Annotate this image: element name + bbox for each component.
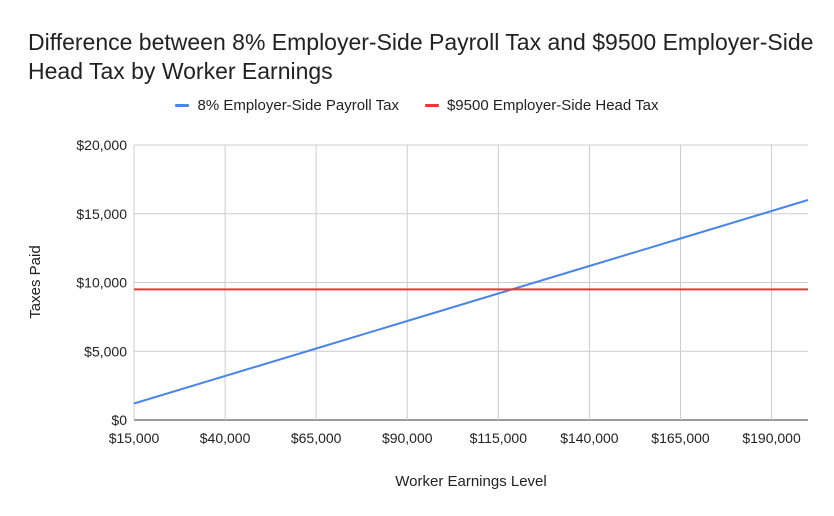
y-tick-label: $5,000	[84, 343, 127, 359]
legend: 8% Employer-Side Payroll Tax $9500 Emplo…	[0, 97, 834, 114]
legend-swatch-payroll-tax	[175, 104, 190, 107]
legend-item-head-tax: $9500 Employer-Side Head Tax	[424, 97, 659, 114]
legend-item-payroll-tax: 8% Employer-Side Payroll Tax	[175, 97, 399, 114]
x-tick-label: $15,000	[109, 430, 160, 446]
gridlines	[133, 144, 808, 421]
y-tick-label: $0	[111, 412, 127, 428]
chart-title: Difference between 8% Employer-Side Payr…	[28, 29, 814, 84]
x-tick-label: $90,000	[382, 430, 433, 446]
y-axis-label: Taxes Paid	[27, 245, 44, 318]
series-lines	[133, 199, 809, 405]
y-tick-label: $15,000	[76, 206, 127, 222]
x-tick-label: $165,000	[651, 430, 710, 446]
x-axis-label: Worker Earnings Level	[395, 473, 546, 490]
y-tick-label: $20,000	[76, 137, 127, 153]
x-tick-label: $115,000	[470, 430, 528, 446]
legend-label-payroll-tax: 8% Employer-Side Payroll Tax	[197, 97, 399, 114]
series-line-payroll-tax	[133, 199, 809, 405]
x-tick-label: $140,000	[560, 430, 619, 446]
axes: $0 $5,000 $10,000 $15,000 $20,000 $15,000 $40,…	[76, 137, 801, 446]
y-tick-label: $10,000	[76, 275, 127, 291]
x-tick-label: $190,000	[742, 430, 801, 446]
x-tick-label: $40,000	[200, 430, 251, 446]
legend-label-head-tax: $9500 Employer-Side Head Tax	[446, 97, 659, 114]
x-tick-label: $65,000	[291, 430, 342, 446]
legend-swatch-head-tax	[424, 104, 439, 107]
